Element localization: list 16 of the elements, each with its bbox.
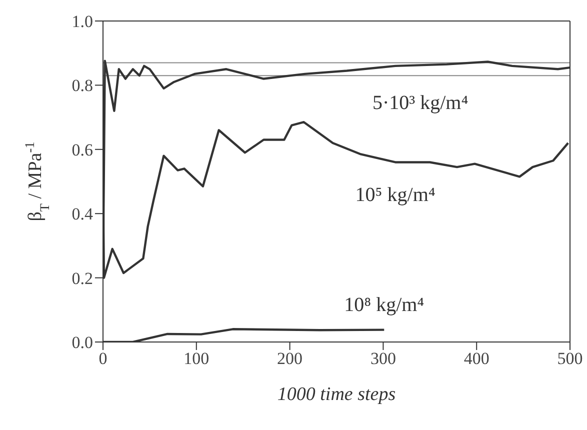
series-label: 5·10³ kg/m⁴ [372, 92, 468, 114]
x-tick-label: 300 [370, 349, 396, 368]
y-tick-label: 1.0 [72, 12, 93, 32]
x-tick-label: 400 [464, 349, 490, 368]
y-tick-label: 0.8 [72, 76, 93, 96]
x-axis-title: 1000 time steps [277, 384, 396, 405]
y-tick-label: 0.4 [72, 204, 94, 224]
y-tick-label: 0.6 [72, 140, 93, 160]
y-tick-label: 0.0 [72, 333, 93, 352]
x-tick-label: 0 [98, 349, 108, 368]
series-label: 10⁸ kg/m⁴ [344, 293, 424, 316]
x-tick-label: 200 [277, 349, 303, 368]
x-tick-label: 500 [557, 349, 583, 368]
x-tick-label: 100 [184, 349, 210, 368]
y-tick-label: 0.2 [72, 268, 93, 288]
series-label: 10⁵ kg/m⁴ [355, 184, 436, 206]
